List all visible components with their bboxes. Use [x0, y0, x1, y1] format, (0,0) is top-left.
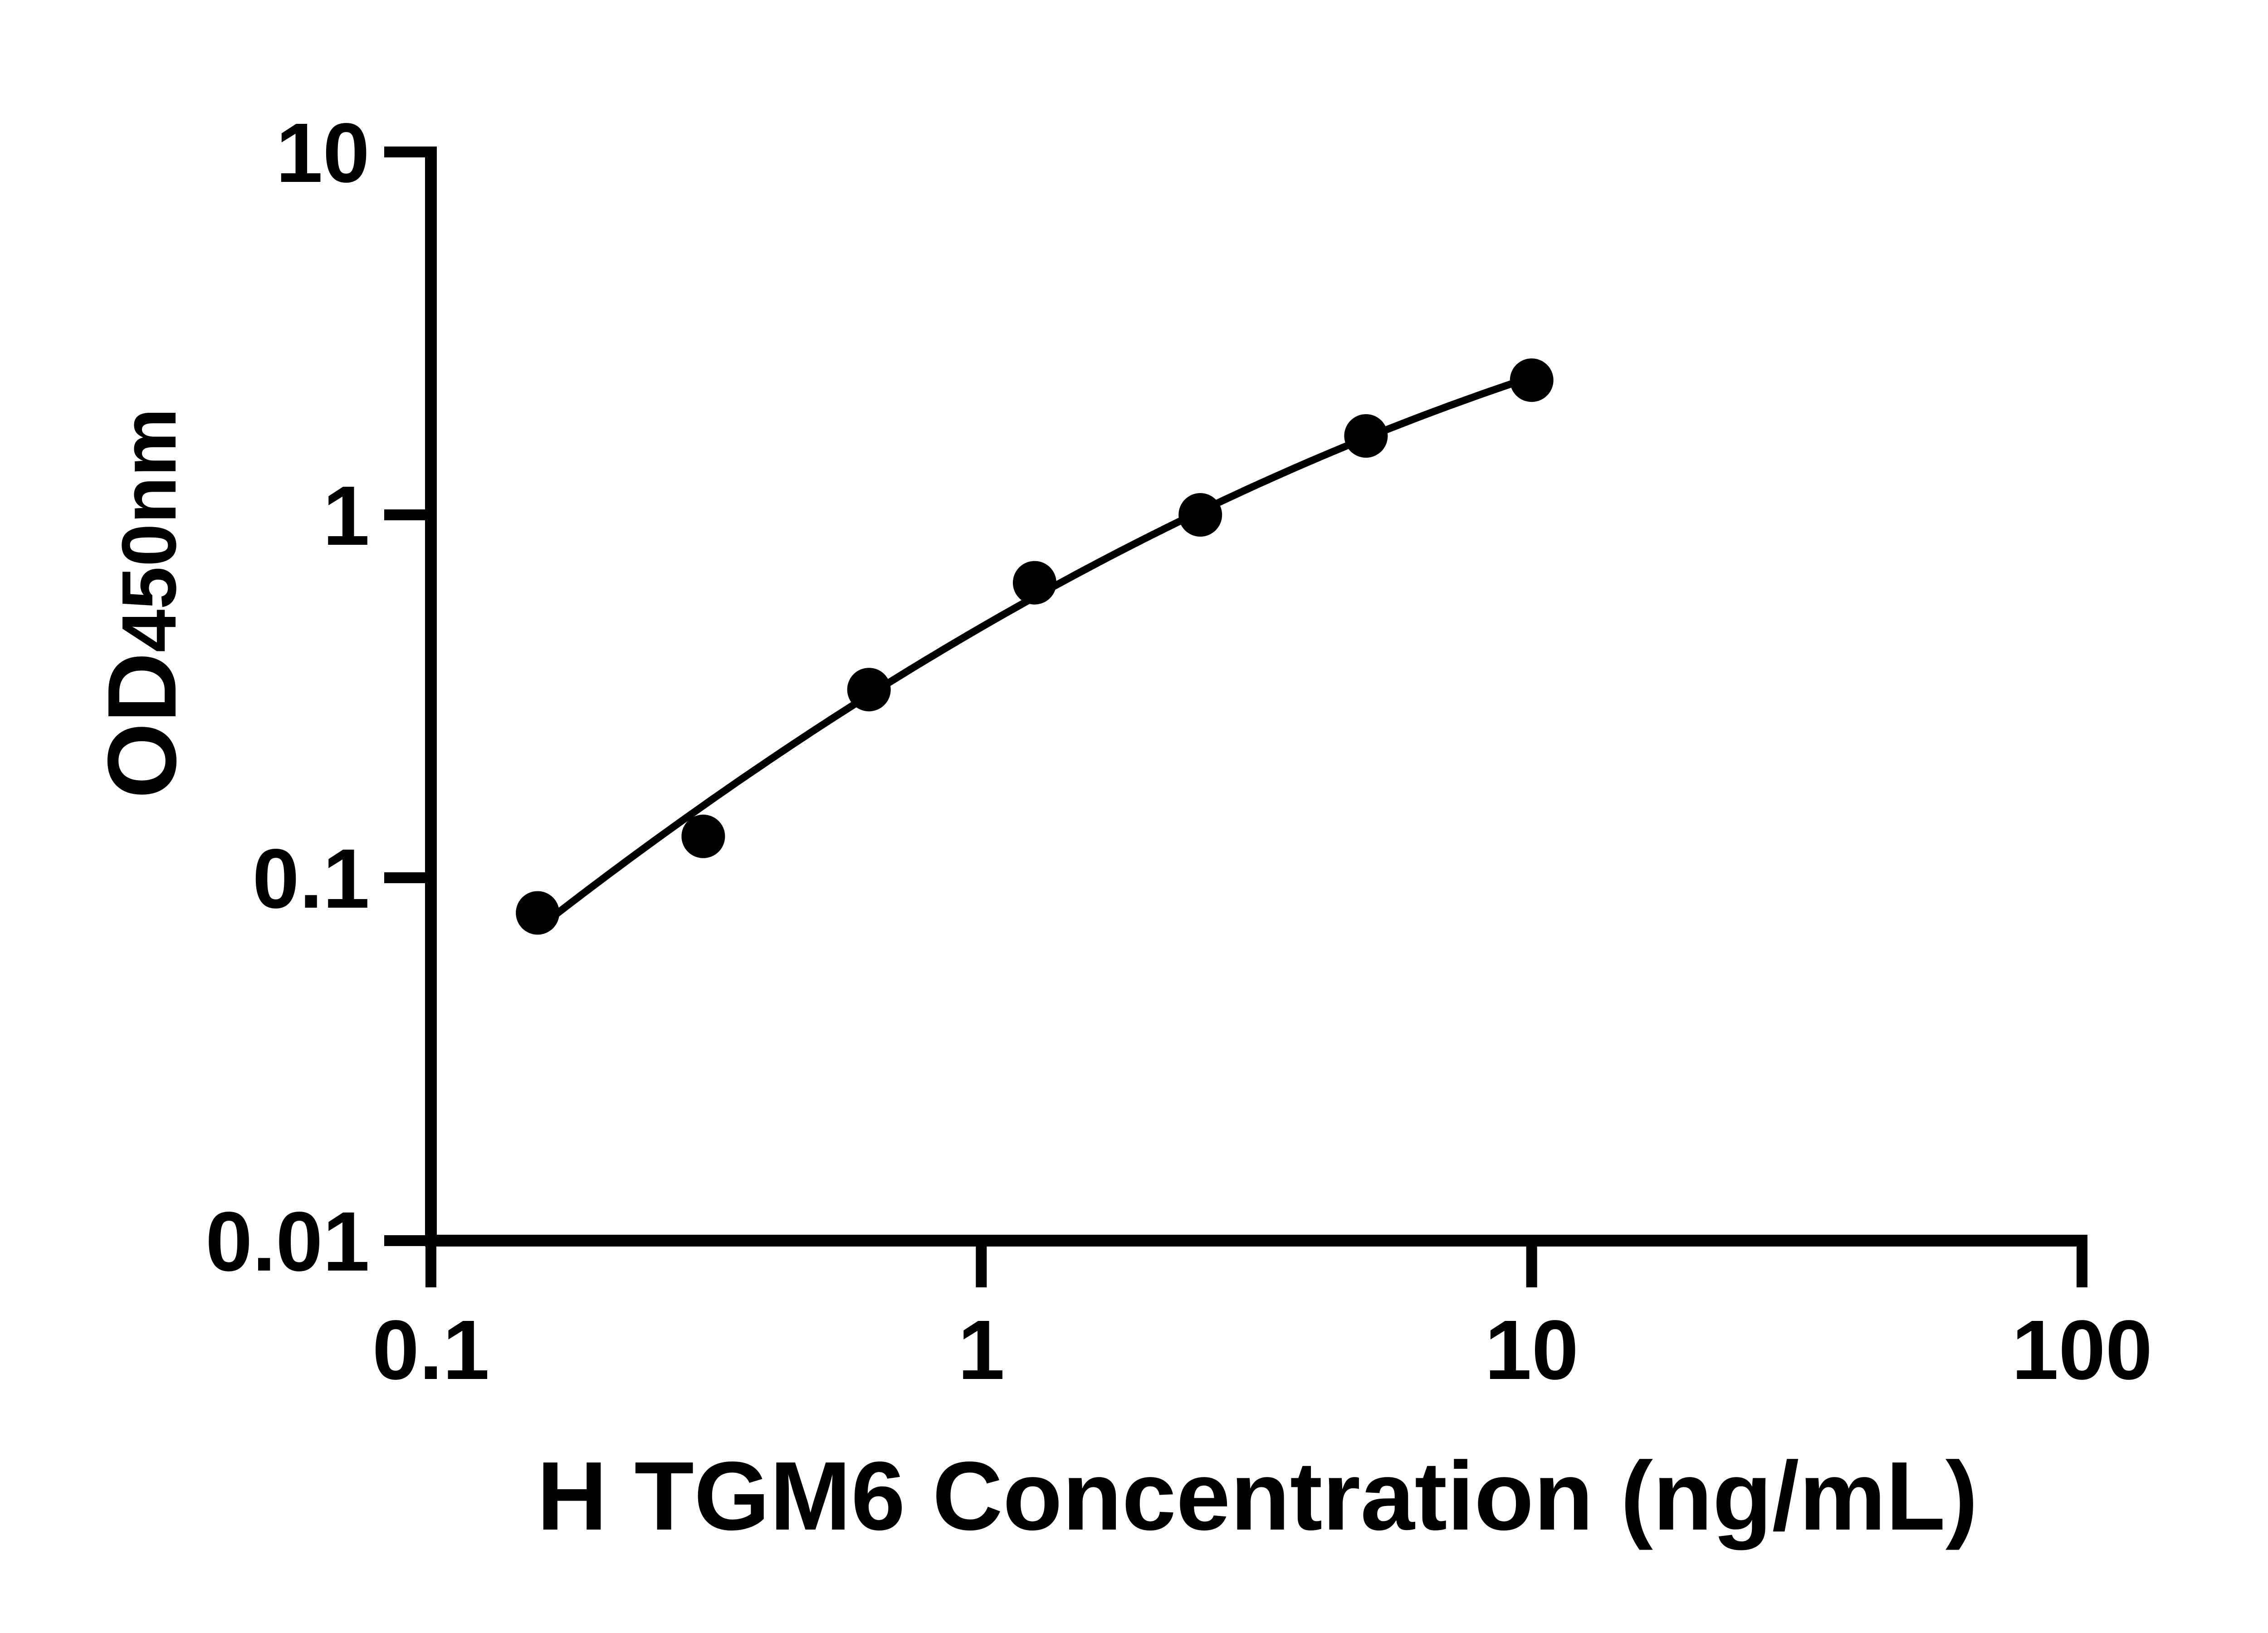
y-tick-label: 0.1 [252, 832, 370, 926]
x-tick-label: 1 [958, 1303, 1005, 1397]
x-axis-title: H TGM6 Concentration (ng/mL) [537, 1441, 1978, 1550]
axes [425, 147, 2087, 1247]
y-axis-title-subscript: 450nm [106, 408, 192, 652]
y-axis-title: OD450nm [87, 408, 196, 798]
data-point [1178, 493, 1222, 537]
x-tick-label: 10 [1485, 1303, 1579, 1397]
data-point-layer [516, 358, 1554, 935]
y-axis-title-main: OD [87, 652, 196, 799]
data-point [681, 814, 725, 858]
y-tick-label: 10 [276, 106, 370, 200]
data-point [1012, 561, 1056, 605]
y-tick-label: 1 [323, 469, 370, 563]
data-point [847, 668, 891, 712]
data-point [516, 891, 560, 935]
x-tick-label: 0.1 [372, 1303, 490, 1397]
x-tick-label: 100 [2012, 1303, 2152, 1397]
tick-marks [384, 147, 2087, 1287]
data-point [1510, 358, 1554, 402]
y-tick-label: 0.01 [205, 1195, 370, 1289]
data-point [1344, 414, 1388, 458]
